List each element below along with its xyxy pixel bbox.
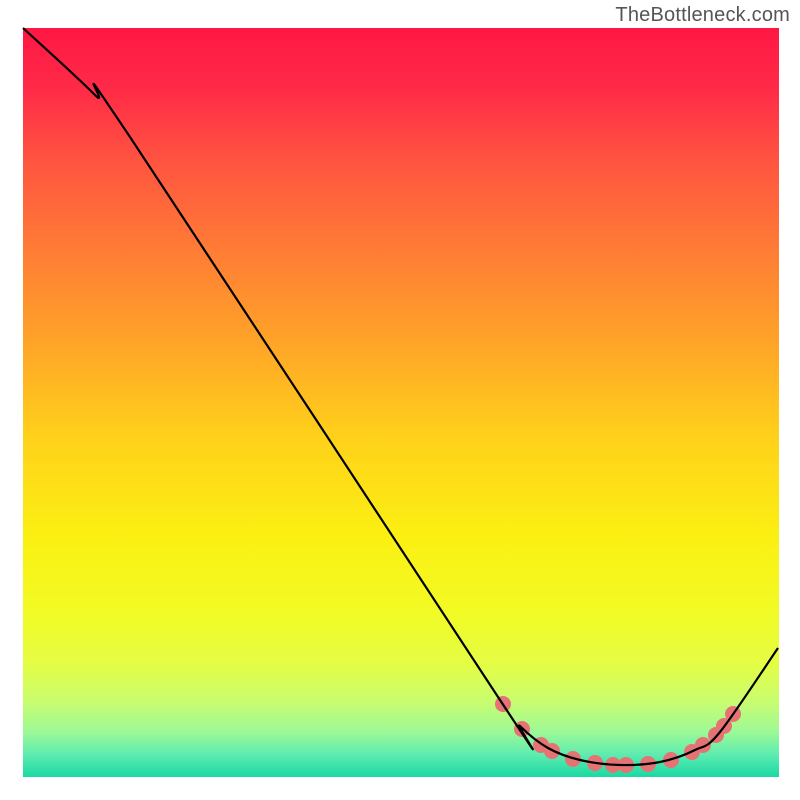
bottleneck-curve	[23, 28, 778, 765]
data-dots	[495, 696, 741, 773]
watermark-text: TheBottleneck.com	[615, 4, 790, 27]
curve-layer	[0, 0, 800, 800]
bottleneck-chart: TheBottleneck.com	[0, 0, 800, 800]
